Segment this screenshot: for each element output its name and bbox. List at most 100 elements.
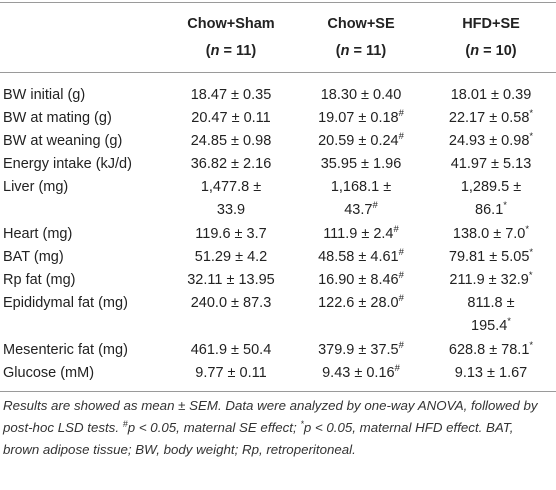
sample-size: (n = 11) [296,38,426,65]
cell-text: 18.01 ± 0.39 [450,87,532,103]
table-cell: 24.85 ± 0.98 [166,130,296,153]
cell-text: 51.29 ± 4.2 [194,249,268,265]
table-cell: 18.01 ± 0.39 [426,73,556,108]
significance-mark: # [398,247,404,258]
significance-mark: # [372,200,378,211]
table-row: BW at weaning (g) 24.85 ± 0.98 20.59 ± 0.2… [0,130,556,153]
footnote-text: Results are showed as mean ± SEM. Data w… [3,398,538,435]
cell-text: 379.9 ± 37.5 [318,342,399,358]
header-corner [0,2,166,73]
table-cell: 122.6 ± 28.0# [296,292,426,339]
table-cell: 379.9 ± 37.5# [296,339,426,362]
row-label: Epididymal fat (mg) [3,295,128,311]
table-cell: 20.47 ± 0.11 [166,107,296,130]
cell-line: 18.30 ± 0.40 [296,84,426,107]
cell-line: 32.11 ± 13.95 [166,269,296,292]
sample-part: n [210,43,220,59]
significance-mark: * [529,108,534,119]
cell-text: 628.8 ± 78.1 [448,342,530,358]
cell-line: 240.0 ± 87.3 [166,292,296,315]
column-name: Chow+Sham [187,16,275,32]
significance-mark: * [503,200,507,211]
sample-part: ( [335,43,341,59]
cell-line: 20.47 ± 0.11 [166,107,296,130]
row-label: BW at mating (g) [3,110,112,126]
table-row: Heart (mg) 119.6 ± 3.7 111.9 ± 2.4# 138.0 ±… [0,223,556,246]
column-header: Chow+SE (n = 11) [296,2,426,73]
cell-line: 24.93 ± 0.98* [426,130,556,153]
column-name: Chow+SE [327,16,395,32]
row-label: Mesenteric fat (mg) [3,342,128,358]
table-cell: 18.47 ± 0.35 [166,73,296,108]
cell-line: 138.0 ± 7.0* [426,223,556,246]
cell-text: 24.93 ± 0.98 [448,133,530,149]
cell-text: 195.4 [471,318,508,334]
cell-text: 1,289.5 ± [460,179,522,195]
sample-part: ( [465,43,471,59]
cell-text: 18.47 ± 0.35 [190,87,272,103]
significance-mark: # [394,363,400,374]
significance-mark: # [398,340,404,351]
cell-text: 22.17 ± 0.58 [448,110,530,126]
significance-mark: # [393,224,399,235]
cell-text: 48.58 ± 4.61 [318,249,399,265]
table-row: BW at mating (g) 20.47 ± 0.11 19.07 ± 0.18… [0,107,556,130]
cell-text: 240.0 ± 87.3 [190,295,272,311]
table-cell: 240.0 ± 87.3 [166,292,296,339]
cell-text: 36.82 ± 2.16 [190,156,272,172]
cell-text: 1,168.1 ± [330,179,392,195]
cell-text: 24.85 ± 0.98 [190,133,272,149]
cell-line: 211.9 ± 32.9* [426,269,556,292]
cell-line: 22.17 ± 0.58* [426,107,556,130]
table-cell: 24.93 ± 0.98* [426,130,556,153]
cell-line: 9.13 ± 1.67 [426,362,556,385]
cell-text: 20.47 ± 0.11 [191,110,271,126]
cell-line: 41.97 ± 5.13 [426,153,556,176]
cell-line: 36.82 ± 2.16 [166,153,296,176]
table-cell: 9.13 ± 1.67 [426,362,556,392]
cell-text: 461.9 ± 50.4 [190,342,272,358]
table-row: Glucose (mM) 9.77 ± 0.11 9.43 ± 0.16# 9.13 … [0,362,556,392]
cell-line: 18.01 ± 0.39 [426,84,556,107]
row-label: Energy intake (kJ/d) [3,156,132,172]
table-cell: 811.8 ± 195.4* [426,292,556,339]
sample-part: n [470,43,480,59]
cell-line: 16.90 ± 8.46# [296,269,426,292]
row-label: BAT (mg) [3,249,64,265]
cell-line: 86.1* [426,199,556,222]
sample-part: n [340,43,350,59]
cell-line: 195.4* [426,315,556,338]
table-cell: 35.95 ± 1.96 [296,153,426,176]
cell-text: 119.6 ± 3.7 [195,226,267,242]
table-row: Mesenteric fat (mg) 461.9 ± 50.4 379.9 ± 3… [0,339,556,362]
cell-text: 35.95 ± 1.96 [320,156,402,172]
cell-text: 1,477.8 ± [200,179,262,195]
cell-text: 19.07 ± 0.18 [318,110,399,126]
cell-text: 211.9 ± 32.9 [449,272,529,288]
table-cell: 18.30 ± 0.40 [296,73,426,108]
cell-text: 79.81 ± 5.05 [448,249,530,265]
sample-size: (n = 11) [166,38,296,65]
column-header: Chow+Sham (n = 11) [166,2,296,73]
table-cell: 461.9 ± 50.4 [166,339,296,362]
cell-line: 18.47 ± 0.35 [166,84,296,107]
table-body: BW initial (g) 18.47 ± 0.35 18.30 ± 0.40 18… [0,73,556,392]
significance-mark: # [398,108,404,119]
table-cell: 48.58 ± 4.61# [296,246,426,269]
table-row: Liver (mg) 1,477.8 ±33.9 1,168.1 ±43.7# 1,2… [0,176,556,223]
table-row: BAT (mg) 51.29 ± 4.2 48.58 ± 4.61# 79.81 ± … [0,246,556,269]
table-cell: 9.43 ± 0.16# [296,362,426,392]
footnote: Results are showed as mean ± SEM. Data w… [0,392,556,461]
cell-line: 79.81 ± 5.05* [426,246,556,269]
cell-line: 811.8 ± [426,292,556,315]
significance-mark: # [398,131,404,142]
table-cell: 211.9 ± 32.9* [426,269,556,292]
cell-text: 20.59 ± 0.24 [318,133,399,149]
cell-line: 1,289.5 ± [426,176,556,199]
table-cell: 9.77 ± 0.11 [166,362,296,392]
table-cell: 51.29 ± 4.2 [166,246,296,269]
row-label: Heart (mg) [3,226,73,242]
table-cell: 1,477.8 ± 33.9 [166,176,296,223]
row-label: BW at weaning (g) [3,133,123,149]
